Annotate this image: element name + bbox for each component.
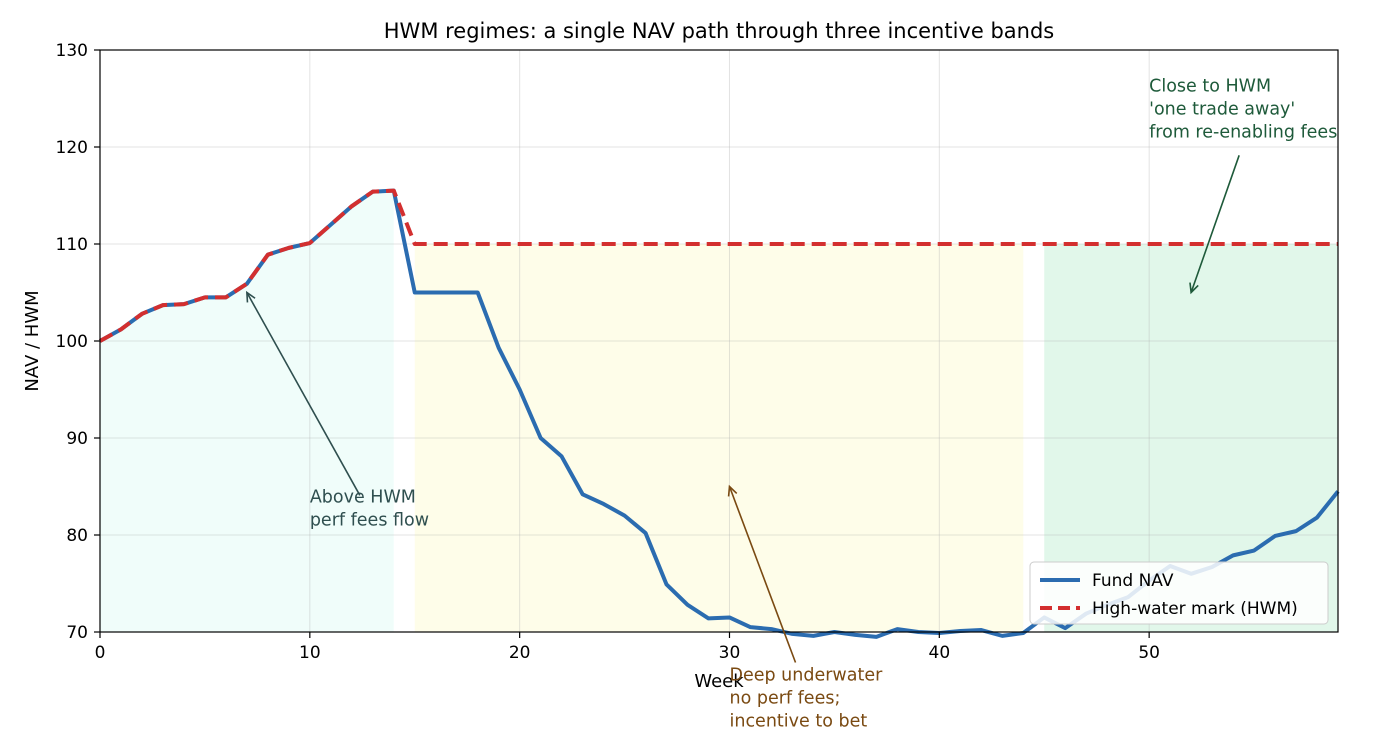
y-tick-label: 120 xyxy=(56,138,88,158)
annotation-text-deep-underwater: no perf fees; xyxy=(729,689,840,709)
x-tick-label: 0 xyxy=(95,643,106,663)
annotation-arrow-deep-underwater xyxy=(728,486,797,663)
annotation-text-close-to-hwm: 'one trade away' xyxy=(1149,99,1295,119)
annotation-arrowhead-above-hwm xyxy=(245,290,256,303)
annotation-text-close-to-hwm: Close to HWM xyxy=(1149,76,1271,96)
y-tick-label: 100 xyxy=(56,332,88,352)
band-close-to-hwm xyxy=(1044,244,1338,632)
annotation-arrow-above-hwm xyxy=(246,292,361,496)
band-deep-underwater xyxy=(414,244,1024,632)
annotation-text-above-hwm: perf fees flow xyxy=(310,510,429,530)
y-tick-label: 80 xyxy=(66,526,88,546)
y-tick-label: 110 xyxy=(56,235,88,255)
annotations: Above HWM perf fees flow Deep underwater no… xyxy=(245,76,1337,732)
legend-label-hwm: High-water mark (HWM) xyxy=(1092,599,1298,619)
regime-bands xyxy=(100,190,1338,632)
chart-title: HWM regimes: a single NAV path through t… xyxy=(384,19,1054,43)
x-tick-label: 20 xyxy=(509,643,531,663)
annotation-text-close-to-hwm: from re-enabling fees xyxy=(1149,122,1337,142)
x-tick-label: 30 xyxy=(719,643,741,663)
series-line-hwm xyxy=(99,188,1338,343)
annotation-arrowhead-deep-underwater xyxy=(727,484,738,497)
annotation-text-deep-underwater: incentive to bet xyxy=(729,712,867,732)
legend: Fund NAV High-water mark (HWM) xyxy=(1029,561,1329,625)
y-tick-label: 130 xyxy=(56,41,88,61)
legend-label-fund-nav: Fund NAV xyxy=(1092,571,1174,591)
band-above-hwm xyxy=(100,190,394,632)
y-axis-label: NAV / HWM xyxy=(22,290,43,391)
annotation-text-deep-underwater: Deep underwater xyxy=(729,666,883,686)
y-tick-label: 70 xyxy=(66,623,88,643)
legend-frame xyxy=(1029,561,1329,625)
annotation-arrowhead-close-to-hwm xyxy=(1189,282,1199,295)
x-tick-label: 40 xyxy=(929,643,951,663)
annotation-arrow-close-to-hwm xyxy=(1190,155,1240,293)
axis-ticks: 0 10 20 30 40 50 70 80 90 100 110 120 130 xyxy=(56,41,1160,663)
annotation-text-above-hwm: Above HWM xyxy=(310,487,416,507)
x-axis-label: Week xyxy=(694,671,744,692)
y-tick-label: 90 xyxy=(66,429,88,449)
x-tick-label: 50 xyxy=(1138,643,1160,663)
x-tick-label: 10 xyxy=(299,643,321,663)
